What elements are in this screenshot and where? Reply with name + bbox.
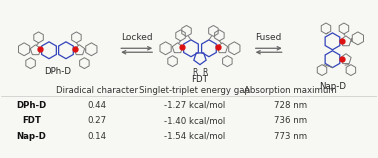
Text: DPh-D: DPh-D bbox=[44, 67, 71, 76]
Text: -1.27 kcal/mol: -1.27 kcal/mol bbox=[164, 100, 225, 109]
Text: 728 nm: 728 nm bbox=[274, 100, 307, 109]
Text: 0.27: 0.27 bbox=[87, 116, 106, 125]
Text: Nap-D: Nap-D bbox=[17, 132, 46, 141]
Text: -1.40 kcal/mol: -1.40 kcal/mol bbox=[164, 116, 225, 125]
Text: 0.14: 0.14 bbox=[87, 132, 106, 141]
Text: 736 nm: 736 nm bbox=[274, 116, 307, 125]
Text: 0.44: 0.44 bbox=[87, 100, 106, 109]
Text: -1.54 kcal/mol: -1.54 kcal/mol bbox=[164, 132, 225, 141]
Text: Absorption maximum: Absorption maximum bbox=[244, 86, 337, 95]
Text: FDT: FDT bbox=[192, 75, 208, 84]
Text: Locked: Locked bbox=[121, 33, 152, 42]
Text: Singlet-triplet energy gap: Singlet-triplet energy gap bbox=[139, 86, 250, 95]
Text: Nap-D: Nap-D bbox=[319, 82, 346, 91]
Text: 773 nm: 773 nm bbox=[274, 132, 307, 141]
Text: R: R bbox=[192, 68, 198, 77]
Text: Fused: Fused bbox=[256, 33, 282, 42]
Text: R: R bbox=[202, 68, 208, 77]
Text: FDT: FDT bbox=[22, 116, 41, 125]
Text: Diradical character: Diradical character bbox=[56, 86, 138, 95]
Text: DPh-D: DPh-D bbox=[17, 100, 47, 109]
